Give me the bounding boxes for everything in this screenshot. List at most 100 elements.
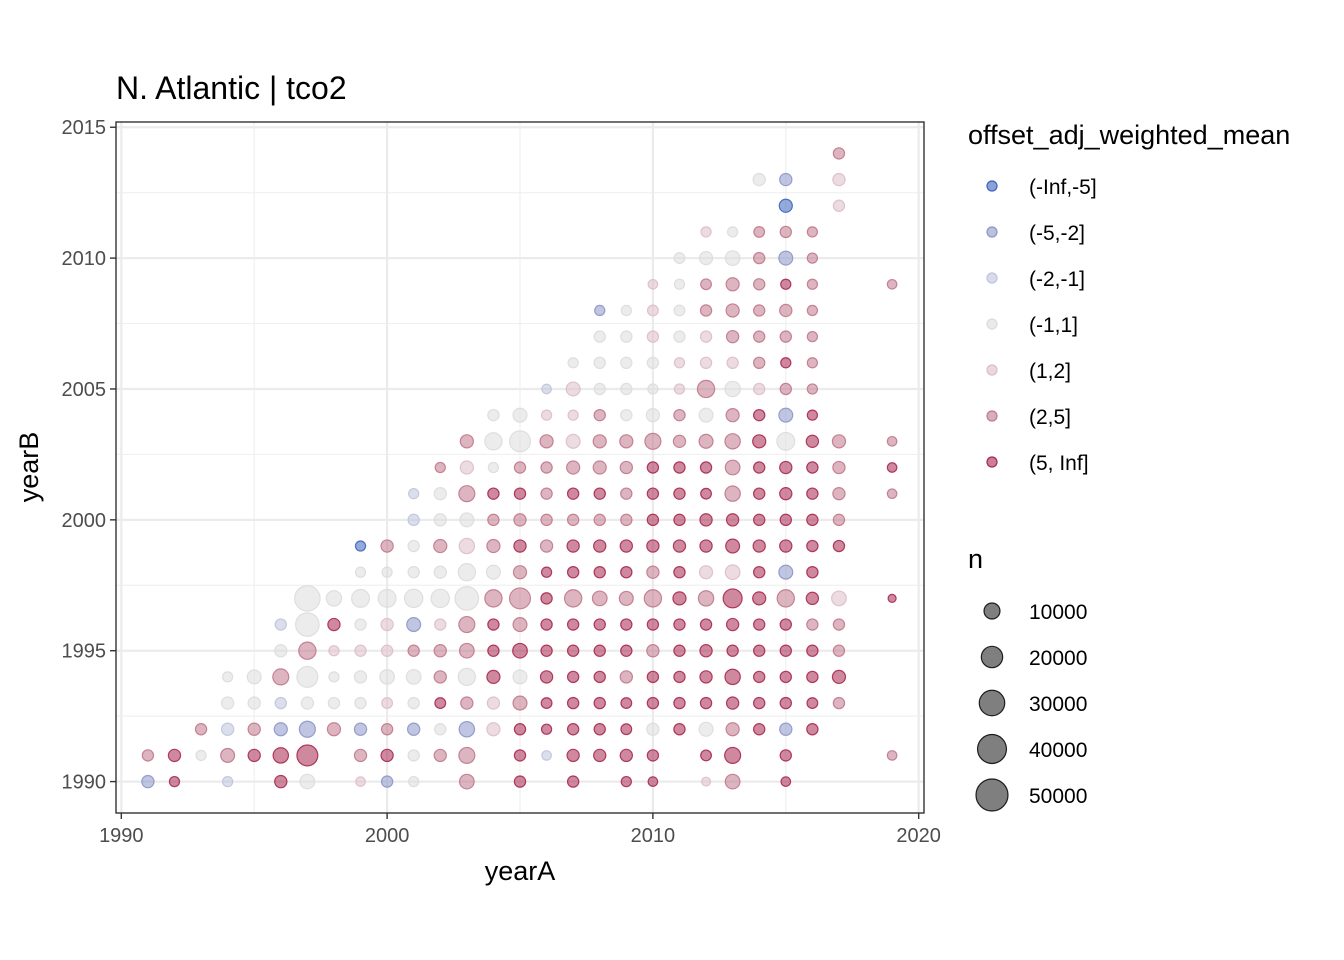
data-point <box>508 430 532 453</box>
data-point <box>753 251 766 265</box>
size-legend-label: 40000 <box>1029 739 1087 762</box>
data-point <box>405 668 422 685</box>
data-point <box>724 250 741 267</box>
data-point <box>619 434 634 449</box>
data-point <box>567 409 579 421</box>
data-points <box>141 147 898 790</box>
data-point <box>698 433 714 449</box>
data-point <box>779 513 792 527</box>
data-point <box>247 748 261 763</box>
data-point <box>354 644 367 657</box>
data-point <box>433 538 448 554</box>
axes: 1990 2000 2010 2020 1990 1995 2000 2005 2010 2015 <box>62 117 941 847</box>
data-point <box>486 669 501 685</box>
data-point <box>620 618 633 631</box>
color-legend-label: (1,2] <box>1029 360 1071 383</box>
data-point <box>566 460 581 475</box>
data-point <box>457 562 477 582</box>
data-point <box>487 513 500 527</box>
data-point <box>779 460 793 475</box>
data-point <box>752 434 767 449</box>
data-point <box>403 588 424 609</box>
data-point <box>407 696 420 710</box>
data-point <box>753 461 766 474</box>
data-point <box>566 618 580 631</box>
data-point <box>593 723 606 736</box>
data-point <box>458 485 476 503</box>
data-point <box>458 642 475 659</box>
size-legend-key <box>978 689 1006 717</box>
data-point <box>540 697 553 710</box>
data-point <box>698 565 714 580</box>
data-point <box>540 461 553 474</box>
data-point <box>724 459 741 476</box>
data-point <box>221 671 234 683</box>
data-point <box>886 488 898 500</box>
data-point <box>486 696 501 710</box>
data-point <box>326 722 342 737</box>
data-point <box>700 487 712 500</box>
data-point <box>594 304 606 317</box>
data-point <box>752 539 766 553</box>
data-point <box>779 644 792 657</box>
x-tick-label: 2010 <box>631 825 676 847</box>
data-point <box>832 172 846 187</box>
data-point <box>778 407 794 423</box>
data-point <box>779 303 793 318</box>
data-point <box>699 461 713 474</box>
data-point <box>647 278 659 290</box>
data-point <box>673 618 686 631</box>
data-point <box>274 618 287 631</box>
data-point <box>380 617 394 632</box>
data-point <box>540 644 553 657</box>
y-tick-label: 1995 <box>62 641 107 663</box>
data-point <box>696 379 716 399</box>
data-point <box>620 487 633 500</box>
data-point <box>541 383 552 395</box>
data-point <box>300 696 315 710</box>
data-point <box>725 303 740 318</box>
data-point <box>672 591 687 606</box>
data-point <box>780 776 792 787</box>
data-point <box>458 746 476 765</box>
data-point <box>779 696 792 710</box>
data-point <box>778 564 794 580</box>
data-point <box>831 669 847 685</box>
data-point <box>619 748 634 763</box>
data-point <box>593 670 606 684</box>
data-point <box>325 590 343 607</box>
data-point <box>778 198 793 213</box>
data-point <box>806 539 819 553</box>
data-point <box>513 513 527 527</box>
data-point <box>513 749 527 762</box>
data-point <box>779 330 792 343</box>
data-point <box>643 589 663 608</box>
data-point <box>699 670 713 684</box>
data-point <box>220 747 236 763</box>
data-point <box>806 513 819 527</box>
data-point <box>353 670 368 684</box>
data-point <box>540 723 553 735</box>
data-point <box>832 618 846 631</box>
data-point <box>620 382 633 396</box>
data-point <box>430 588 451 609</box>
data-point <box>459 434 474 449</box>
data-point <box>806 226 819 238</box>
data-point <box>379 668 396 685</box>
data-point <box>779 225 792 239</box>
data-point <box>354 540 367 552</box>
data-point <box>887 593 897 603</box>
data-point <box>805 434 820 449</box>
size-legend-key <box>975 778 1009 812</box>
data-point <box>620 304 632 317</box>
data-point <box>272 747 290 764</box>
data-point <box>832 147 846 160</box>
data-point <box>593 618 606 631</box>
data-point <box>673 383 686 395</box>
data-point <box>778 250 794 266</box>
data-point <box>620 408 633 422</box>
data-point <box>565 433 581 449</box>
y-tick-label: 2010 <box>62 248 107 270</box>
data-point <box>724 746 742 765</box>
data-point <box>646 722 660 736</box>
